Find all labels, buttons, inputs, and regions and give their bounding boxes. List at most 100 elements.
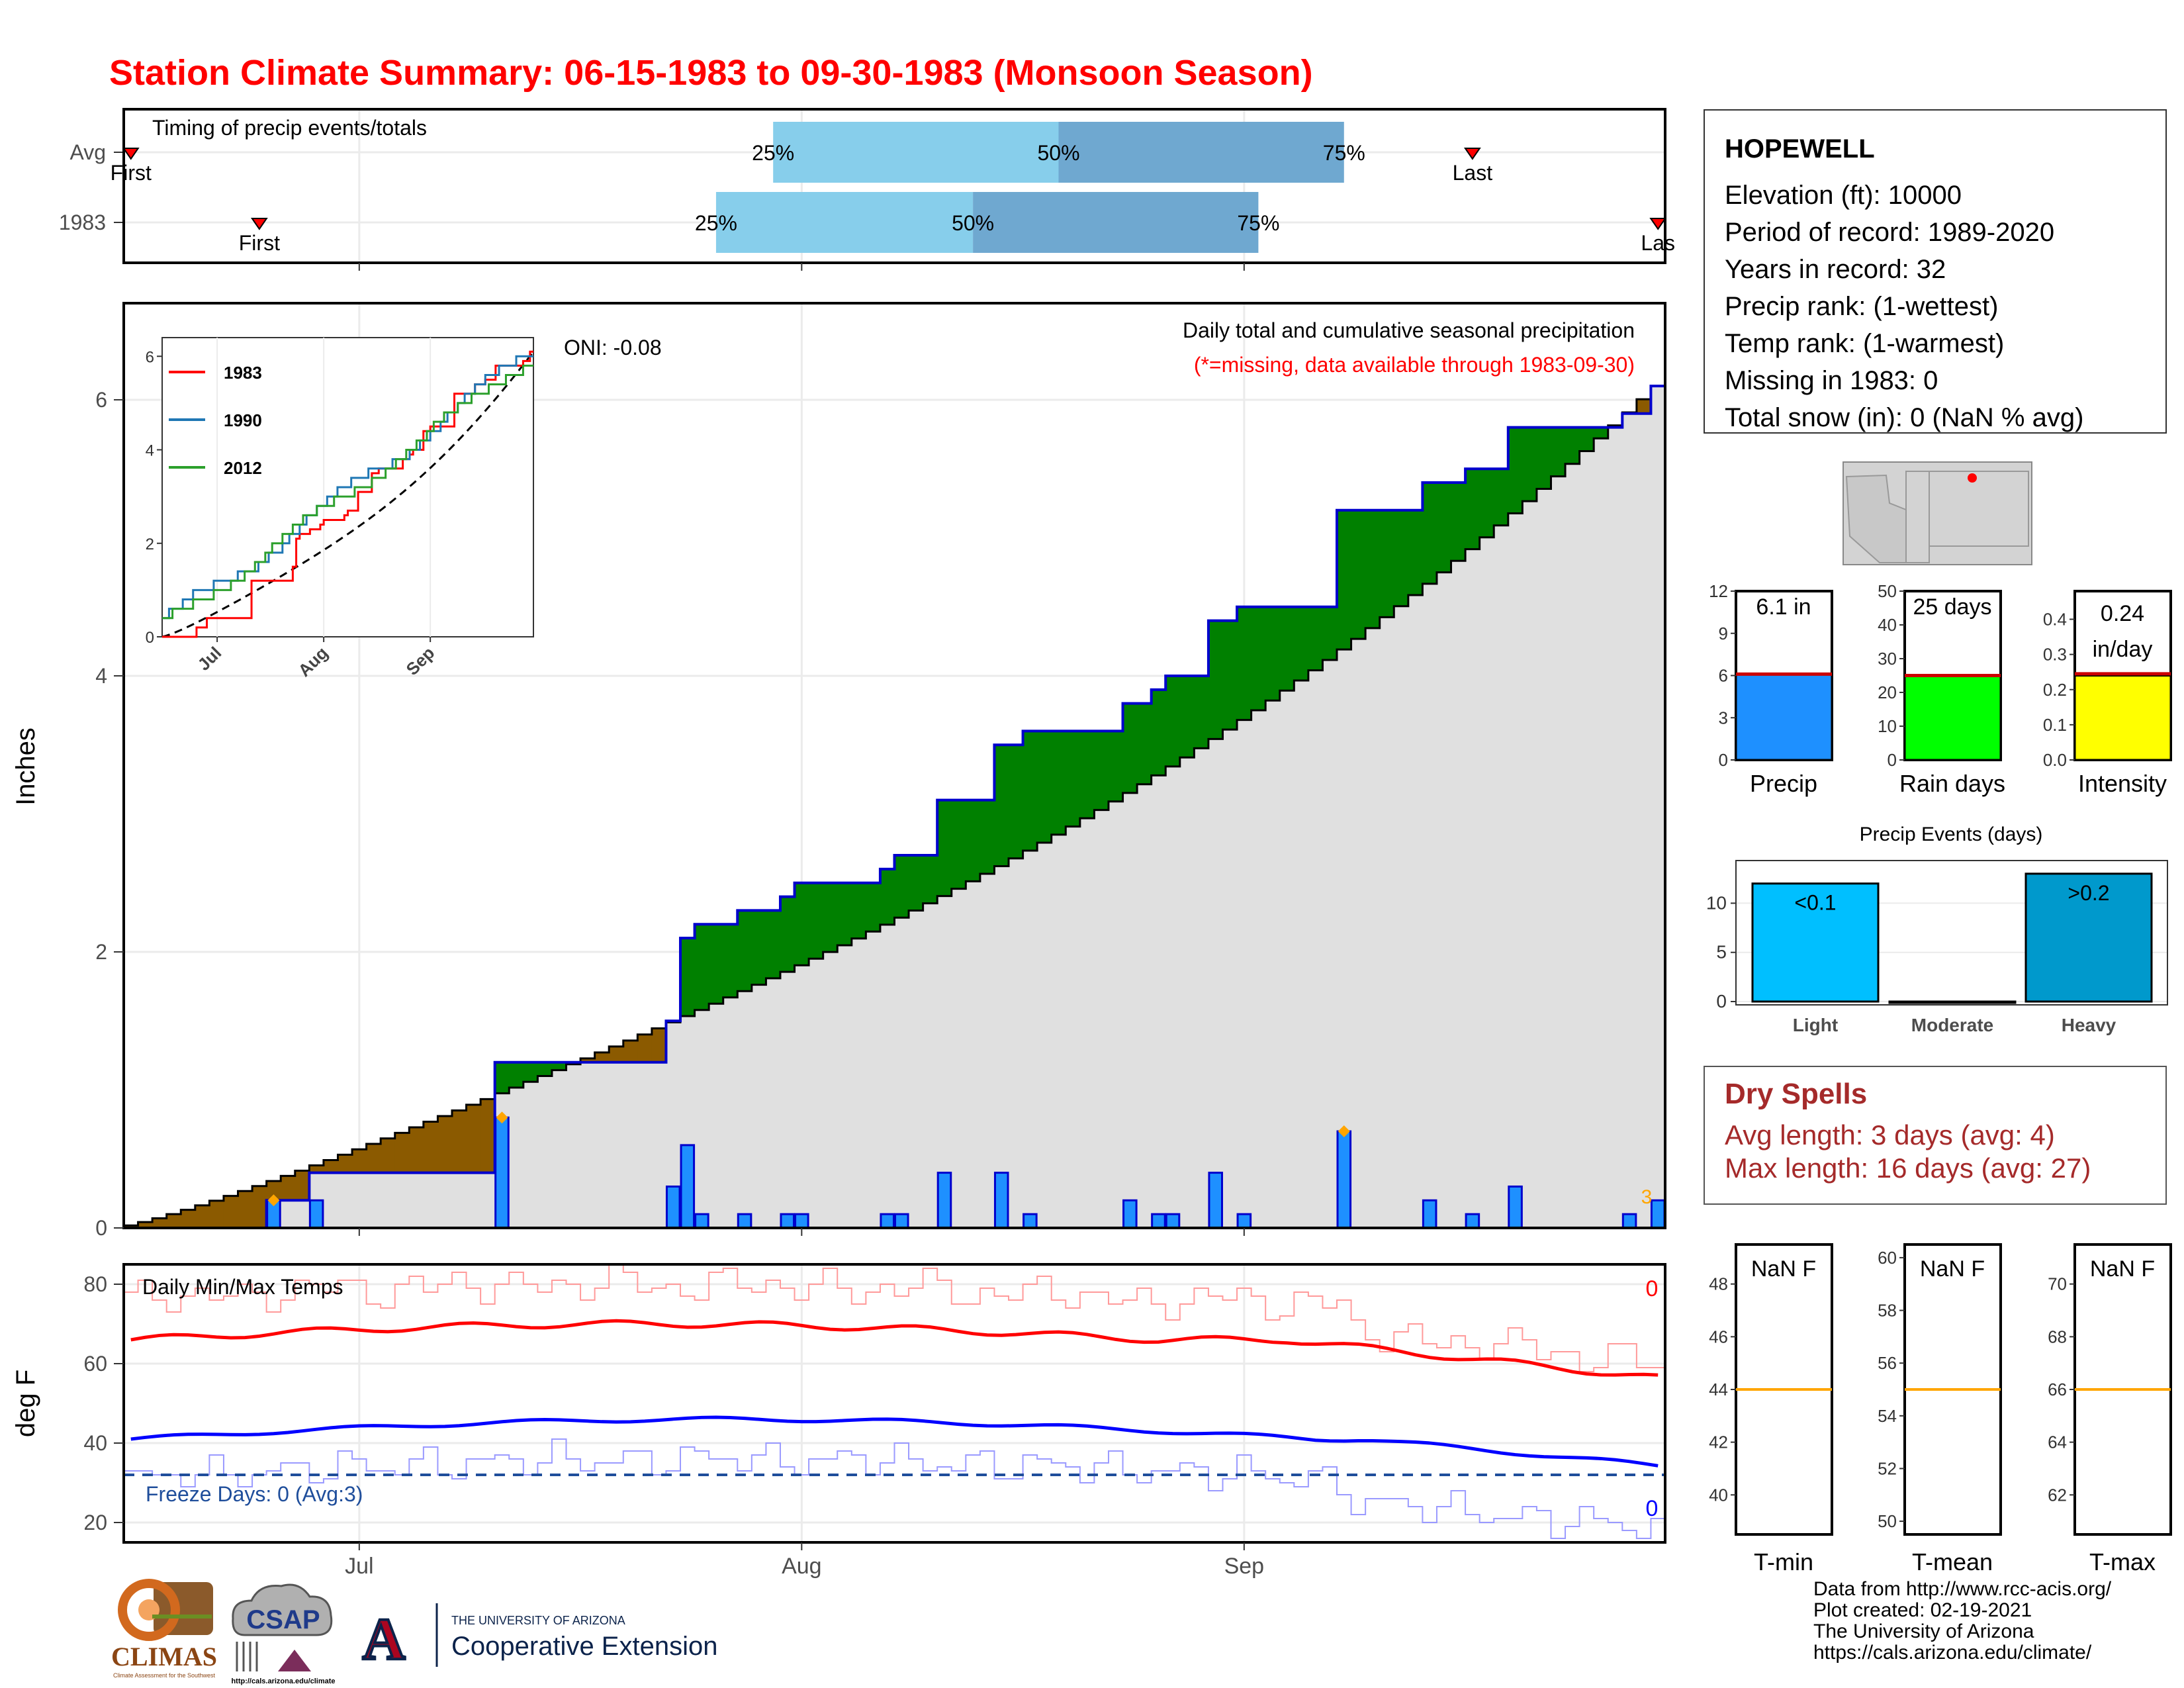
precip-surplus-fill [994, 745, 1009, 867]
timing-quartile-label: 50% [1037, 141, 1079, 165]
inset-y-tick-label: 4 [146, 442, 154, 460]
precip-events-title: Precip Events (days) [1860, 823, 2043, 845]
inset-y-tick-label: 0 [146, 629, 154, 647]
precip-surplus-fill [1565, 427, 1580, 464]
inset-y-tick-label: 6 [146, 348, 154, 366]
mini-bar-y-tick-label: 0.3 [2043, 645, 2067, 665]
precip-event-marker [267, 1194, 280, 1207]
precip-surplus-fill [1308, 606, 1324, 671]
map-state-borders [1905, 471, 2029, 563]
timing-label: Timing of precip events/totals [152, 116, 427, 140]
events-bar-heavy [2025, 872, 2153, 1003]
precip-surplus-fill [509, 1062, 524, 1088]
temp-avg-max-line [130, 1319, 1659, 1377]
precip-deficit-fill [295, 1170, 310, 1201]
csap-rain-lines [236, 1642, 258, 1671]
csap-logo: CSAP http://cals.arizona.edu/climate [231, 1583, 336, 1685]
precip-y-axis-label: Inches [11, 727, 40, 806]
precip-deficit-fill [323, 1160, 339, 1173]
daily-precip-bar [1023, 1213, 1038, 1229]
temp-background [124, 1264, 1665, 1542]
precip-deficit-fill [466, 1104, 481, 1173]
station-missing: Missing in 1983: 0 [1725, 366, 1938, 395]
daily-precip-bar [494, 1116, 510, 1229]
location-map [1843, 461, 2032, 565]
events-bar-moderate [1888, 1000, 2017, 1004]
timing-first-marker [122, 148, 140, 160]
temp-bar-y-tick-label: 46 [1709, 1327, 1728, 1346]
dry-spells-max: Max length: 16 days (avg: 27) [1725, 1152, 2091, 1184]
precip-surplus-fill [1337, 510, 1352, 650]
temp-bar-y-tick-label: 50 [1878, 1511, 1897, 1531]
ua-cooperative-extension-logo: A THE UNIVERSITY OF ARIZONA Cooperative Ex… [361, 1603, 717, 1673]
precip-average-line [124, 385, 1665, 1227]
station-elevation: Elevation (ft): 10000 [1725, 181, 1962, 210]
mini-bar-y-tick-label: 0.1 [2043, 715, 2067, 735]
daily-precip-bar [1236, 1213, 1252, 1229]
precip-deficit-fill [580, 1058, 596, 1062]
precip-surplus-fill [766, 910, 781, 978]
inset-average-line [161, 351, 535, 638]
precip-surplus-fill [937, 800, 952, 896]
temp-y-tick-label: 40 [83, 1431, 107, 1455]
temp-x-tick-label: Sep [1224, 1554, 1265, 1579]
temp-bar-y-tick-label: 56 [1878, 1353, 1897, 1373]
precip-missing-note: (*=missing, data available through 1983-… [1194, 353, 1635, 377]
station-period: Period of record: 1989-2020 [1725, 218, 2055, 247]
precip-deficit-fill [637, 1034, 653, 1062]
station-name: HOPEWELL [1725, 134, 1875, 164]
precip-surplus-fill [1594, 427, 1609, 439]
precip-surplus-fill [951, 800, 966, 889]
mini-bar-y-tick-label: 12 [1709, 581, 1728, 601]
precip-surplus-fill [1108, 731, 1124, 802]
precip-deficit-fill [609, 1046, 624, 1062]
dry-spells-avg: Avg length: 3 days (avg: 4) [1725, 1119, 2055, 1150]
precip-surplus-fill [1322, 606, 1338, 660]
events-category-label: Moderate [1911, 1015, 1993, 1035]
csap-cloud [232, 1583, 333, 1636]
mini-bar-y-tick-label: 0 [1719, 750, 1728, 770]
mini-bar-label: Intensity [2078, 770, 2167, 797]
timing-row-label: 1983 [59, 211, 106, 234]
mini-bar-y-tick-label: 0.0 [2043, 750, 2067, 770]
precip-surplus-fill [1465, 469, 1480, 549]
precip-surplus-fill [1237, 606, 1252, 720]
precip-surplus-fill [794, 882, 809, 966]
precip-surplus-fill [551, 1062, 567, 1070]
temp-bar-y-tick-label: 68 [2048, 1327, 2067, 1346]
dry-spells-box: Dry Spells Avg length: 3 days (avg: 4) M… [1704, 1066, 2167, 1205]
daily-precip-bar [694, 1213, 709, 1229]
csap-logo-text: CSAP [246, 1605, 320, 1634]
events-y-tick-label: 0 [1716, 991, 1727, 1011]
precip-surplus-fill [1165, 675, 1181, 767]
temp-bar-label: T-max [2089, 1548, 2156, 1575]
daily-precip-bar [308, 1199, 324, 1229]
precip-deficit-fill [451, 1110, 467, 1173]
daily-precip-bar [993, 1172, 1009, 1229]
precip-surplus-fill [523, 1062, 538, 1082]
inset-legend-label: 1983 [224, 363, 262, 383]
precip-surplus-fill [1551, 427, 1566, 477]
mini-bar-value [2073, 675, 2172, 761]
precip-surplus-fill [1251, 606, 1266, 711]
precip-surplus-fill [851, 882, 866, 939]
precip-surplus-fill [537, 1062, 553, 1076]
precip-surplus-fill [909, 855, 924, 911]
precip-surplus-fill [1479, 469, 1494, 538]
mini-bar-value-unit: in/day [2093, 637, 2153, 662]
timing-quartile-label: 50% [952, 211, 994, 235]
precip-surplus-fill [1351, 510, 1366, 639]
timing-row-avg: 25% 50% 75% First Last Avg [69, 122, 1492, 185]
dry-spells-title: Dry Spells [1725, 1078, 1868, 1110]
precip-deficit-fill [138, 1222, 153, 1228]
precip-surplus-fill [694, 924, 709, 1010]
temp-bar-y-tick-label: 40 [1709, 1485, 1728, 1505]
precip-surplus-fill [1179, 675, 1195, 758]
footer-data-source: Data from http://www.rcc-acis.org/ [1813, 1578, 2112, 1600]
daily-precip-bar [1165, 1213, 1181, 1229]
timing-row-1983: 25% 50% 75% First Las 1983 [59, 192, 1675, 255]
inset-series-1990 [162, 355, 533, 620]
mini-bar-value-text: 6.1 in [1756, 594, 1811, 620]
precip-y-tick-label: 0 [95, 1216, 107, 1240]
